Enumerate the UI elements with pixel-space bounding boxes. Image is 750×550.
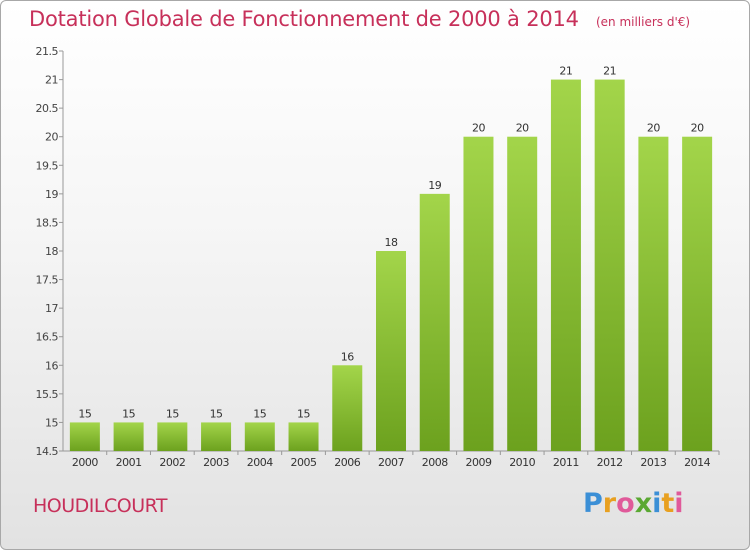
x-tick-label: 2002 bbox=[159, 456, 185, 469]
y-tick-label: 14.5 bbox=[36, 445, 59, 458]
data-label: 15 bbox=[210, 407, 223, 420]
chart-title: Dotation Globale de Fonctionnement de 20… bbox=[29, 7, 579, 31]
bar-2012 bbox=[594, 79, 625, 452]
bar-2010 bbox=[507, 136, 538, 451]
data-label: 18 bbox=[385, 236, 398, 249]
y-tick-label: 18.5 bbox=[36, 216, 59, 229]
bar-2009 bbox=[463, 136, 494, 451]
bar-2008 bbox=[419, 193, 450, 451]
data-label: 20 bbox=[691, 122, 704, 135]
bar-2004 bbox=[244, 422, 275, 451]
bar-2006 bbox=[332, 365, 363, 451]
bar-2013 bbox=[638, 136, 669, 451]
bar-2005 bbox=[288, 422, 319, 451]
x-tick-label: 2007 bbox=[378, 456, 404, 469]
data-label: 20 bbox=[472, 122, 485, 135]
proxiti-logo: Proxiti bbox=[583, 488, 684, 519]
chart-unit: (en milliers d'€) bbox=[595, 15, 691, 29]
data-label: 16 bbox=[341, 350, 354, 363]
data-label: 15 bbox=[78, 407, 91, 420]
x-tick-label: 2012 bbox=[597, 456, 623, 469]
commune-name: HOUDILCOURT bbox=[33, 495, 168, 517]
x-tick-label: 2006 bbox=[334, 456, 360, 469]
x-tick-label: 2003 bbox=[203, 456, 229, 469]
x-tick-label: 2004 bbox=[247, 456, 273, 469]
y-tick-label: 17.5 bbox=[36, 274, 59, 287]
x-tick-label: 2013 bbox=[640, 456, 666, 469]
y-tick-label: 20 bbox=[45, 131, 58, 144]
x-tick-label: 2000 bbox=[72, 456, 98, 469]
data-label: 21 bbox=[559, 65, 572, 78]
data-label: 21 bbox=[603, 65, 616, 78]
x-tick-label: 2001 bbox=[116, 456, 142, 469]
x-tick-label: 2009 bbox=[465, 456, 491, 469]
bar-2007 bbox=[376, 251, 406, 451]
data-label: 15 bbox=[122, 407, 135, 420]
y-tick-label: 17 bbox=[45, 302, 58, 315]
x-tick-label: 2005 bbox=[291, 456, 317, 469]
y-tick-label: 15.5 bbox=[36, 388, 59, 401]
bar-2003 bbox=[201, 422, 232, 451]
data-label: 15 bbox=[297, 407, 310, 420]
bar-2002 bbox=[157, 422, 188, 451]
data-label: 15 bbox=[253, 407, 266, 420]
y-tick-label: 18 bbox=[45, 245, 58, 258]
data-label: 20 bbox=[647, 122, 660, 135]
data-label: 15 bbox=[166, 407, 179, 420]
bar-2001 bbox=[113, 422, 144, 451]
data-label: 19 bbox=[428, 179, 441, 192]
axis-layer: 14.5 15 15.5 16 16.5 17 17.5 18 18.5 19 19.5 20 20.5… bbox=[36, 45, 720, 469]
y-tick-label: 19 bbox=[45, 188, 58, 201]
y-tick-label: 16.5 bbox=[36, 331, 59, 344]
x-tick-label: 2008 bbox=[422, 456, 448, 469]
title-block: Dotation Globale de Fonctionnement de 20… bbox=[29, 7, 690, 31]
bar-2014 bbox=[682, 136, 713, 451]
y-tick-label: 20.5 bbox=[36, 102, 59, 115]
y-tick-label: 15 bbox=[45, 416, 58, 429]
x-tick-label: 2011 bbox=[553, 456, 579, 469]
y-tick-label: 21.5 bbox=[36, 45, 59, 58]
y-tick-label: 16 bbox=[45, 359, 58, 372]
x-tick-label: 2010 bbox=[509, 456, 535, 469]
y-tick-label: 21 bbox=[45, 74, 58, 87]
bar-2000 bbox=[69, 422, 100, 451]
y-tick-label: 19.5 bbox=[36, 159, 59, 172]
data-label: 20 bbox=[516, 122, 529, 135]
bar-2011 bbox=[550, 79, 581, 452]
x-tick-label: 2014 bbox=[684, 456, 710, 469]
bars-layer: 15 15 15 15 15 15 16 18 19 20 20 21 21 20 20 bbox=[69, 65, 713, 452]
